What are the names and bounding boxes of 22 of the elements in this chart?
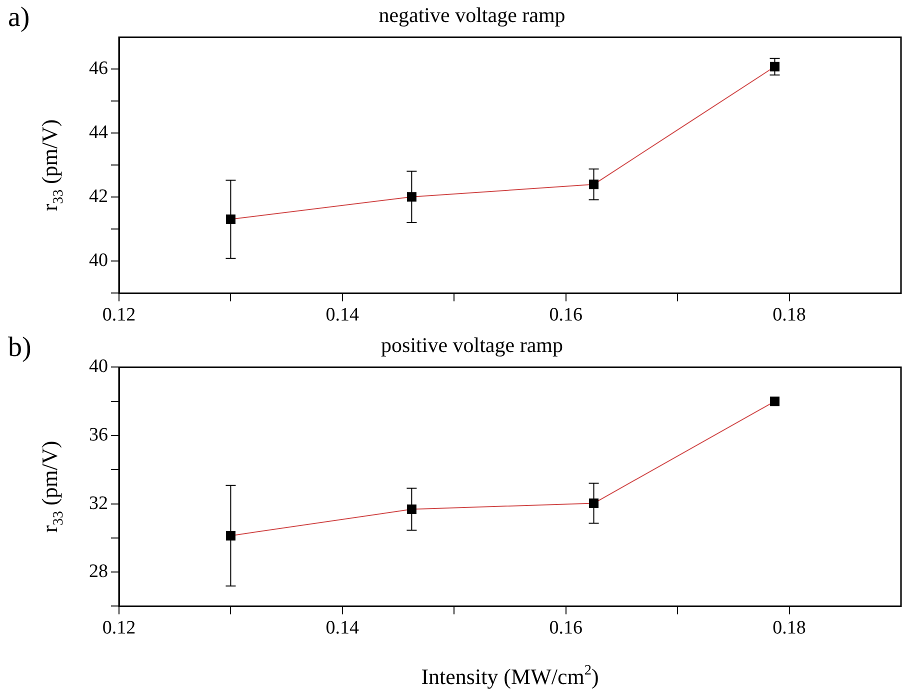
- y-axis-title: r33 (pm/V): [36, 440, 66, 533]
- y-tick-label: 46: [89, 58, 108, 80]
- y-tick-label: 42: [89, 186, 108, 208]
- x-tick-label: 0.18: [772, 618, 806, 639]
- chart-title: negative voltage ramp: [378, 3, 566, 28]
- y-tick-label: 32: [89, 492, 108, 514]
- text: b): [8, 332, 32, 364]
- x-tick-label: 0.16: [549, 618, 582, 639]
- x-tick-label: 0.18: [772, 304, 806, 326]
- x-tick-label: 0.14: [326, 304, 360, 326]
- y-tick-label: 44: [89, 122, 108, 144]
- x-tick-label: 0.16: [549, 304, 582, 326]
- x-tick-label: 0.14: [326, 618, 360, 639]
- y-tick-label: 40: [89, 356, 108, 378]
- y-axis-title: r33 (pm/V): [36, 119, 66, 212]
- y-tick-label: 28: [89, 561, 108, 582]
- y-tick-label: 36: [89, 424, 108, 446]
- y-tick-label: 40: [89, 250, 108, 272]
- text: a): [8, 2, 30, 34]
- x-tick-label: 0.12: [102, 304, 136, 326]
- x-tick-label: 0.12: [102, 618, 136, 639]
- chart-title: positive voltage ramp: [381, 333, 563, 358]
